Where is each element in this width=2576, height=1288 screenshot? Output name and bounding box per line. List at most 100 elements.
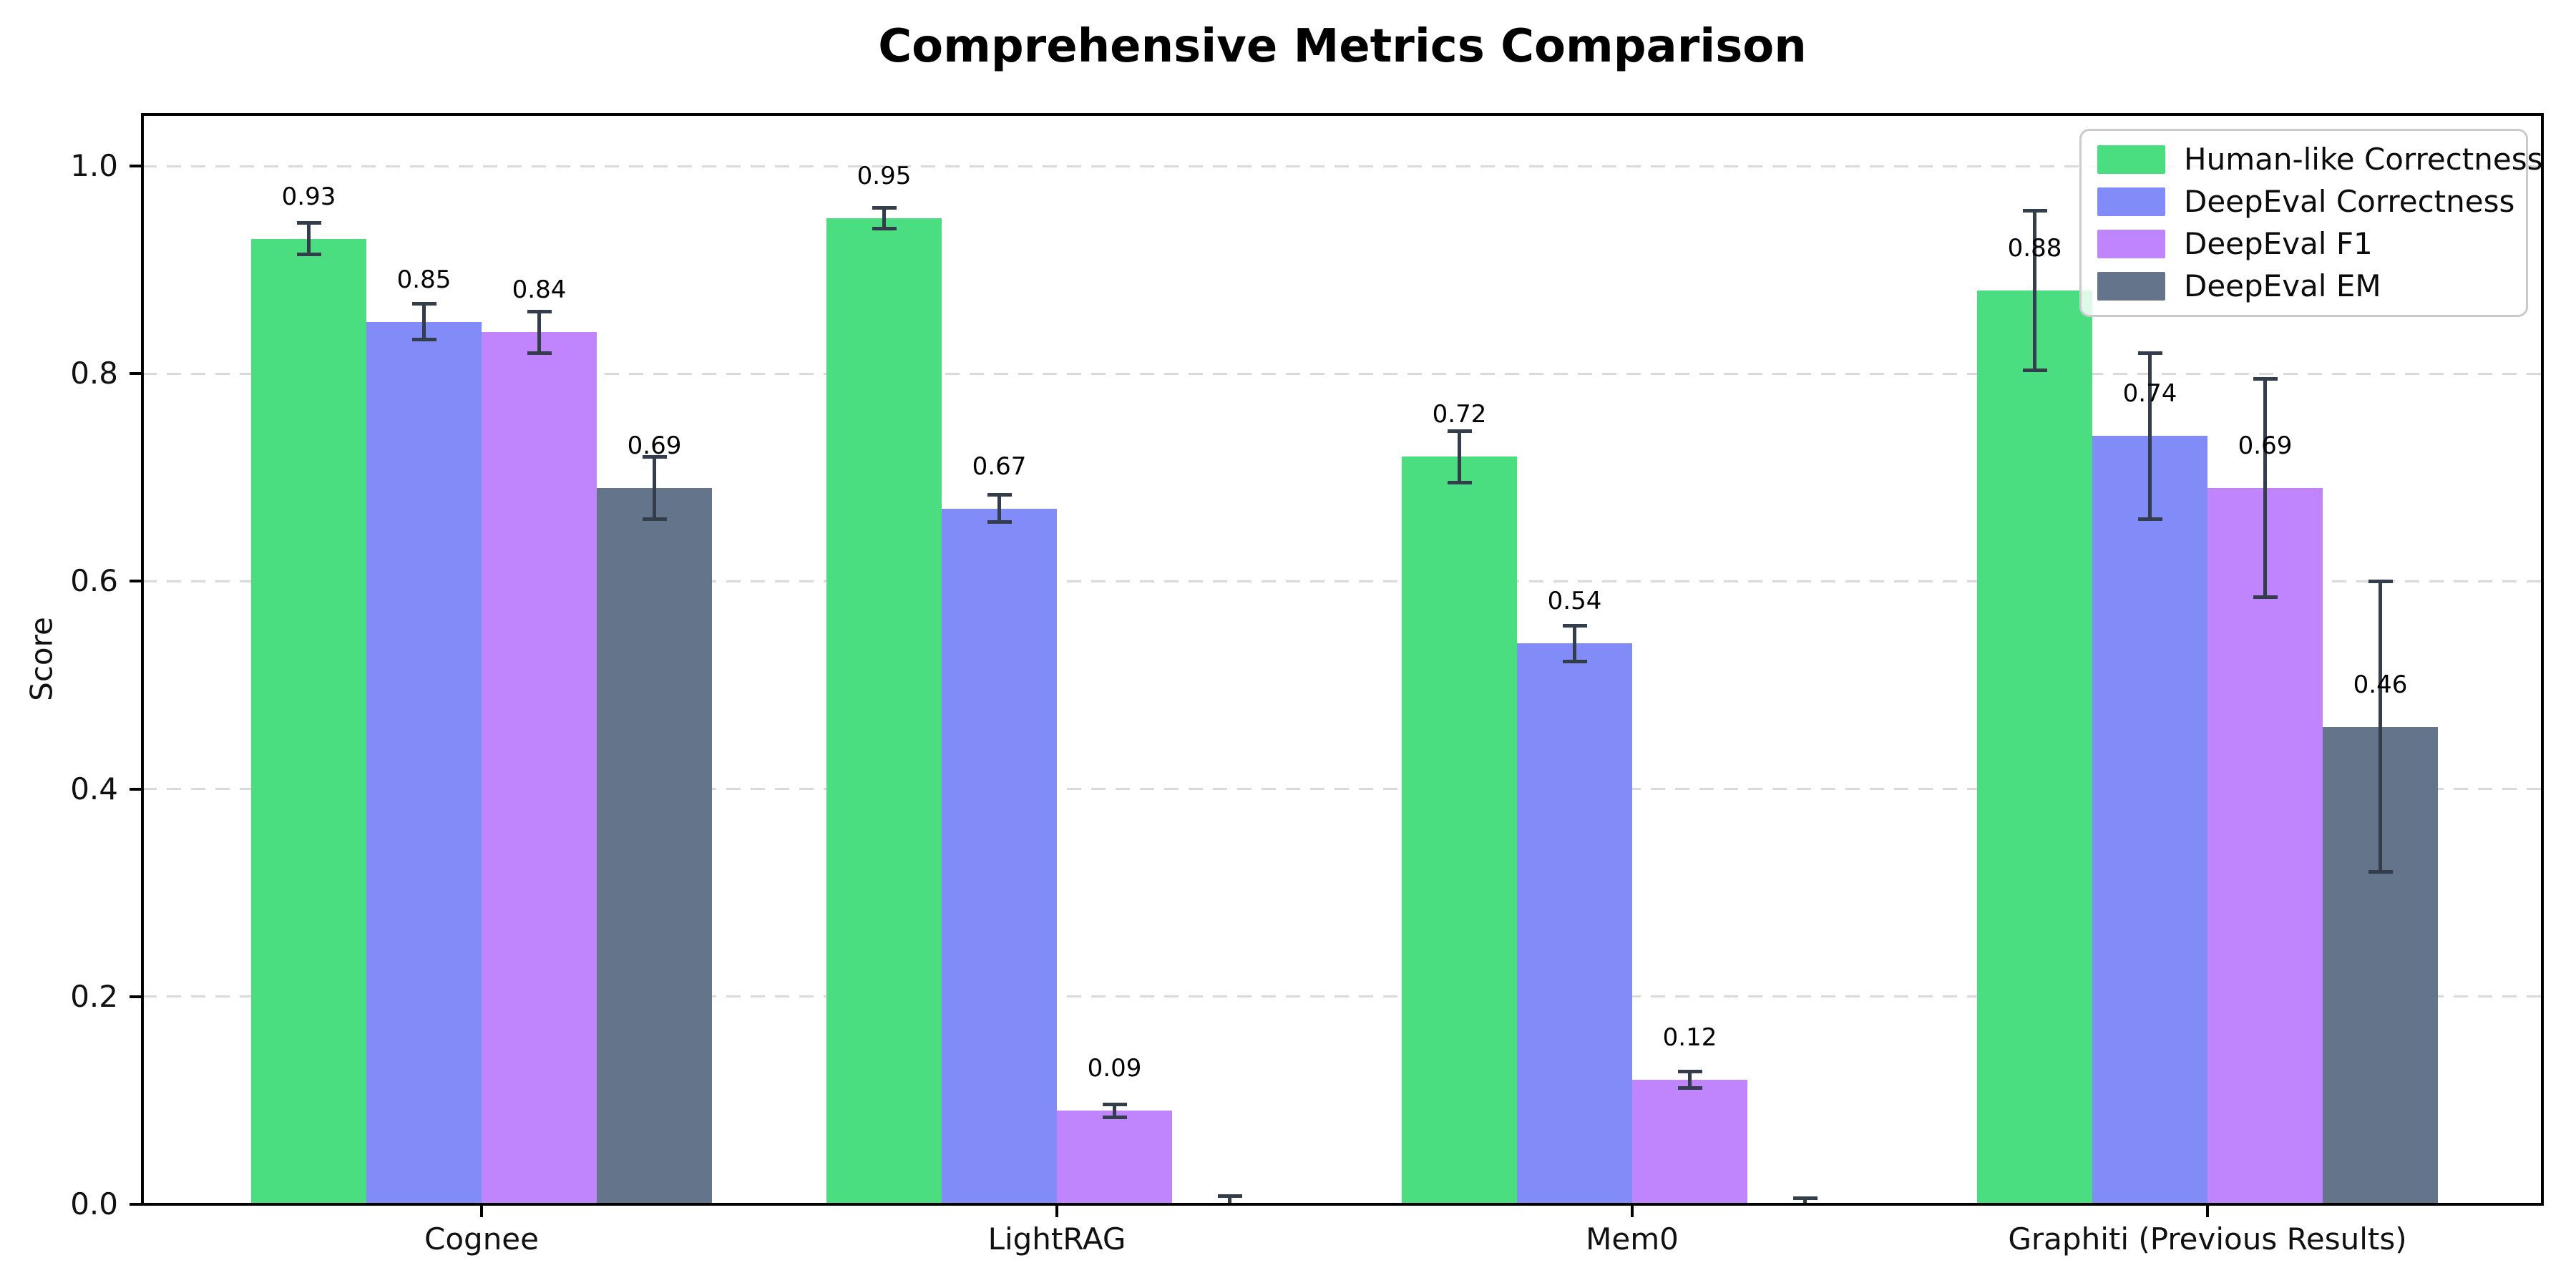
bar-deepeval-correctness-3 bbox=[2092, 436, 2207, 1204]
error-bar-cap-top bbox=[527, 309, 552, 313]
x-tick bbox=[2206, 1206, 2209, 1217]
legend-row: DeepEval F1 bbox=[2097, 227, 2526, 261]
axis-spine-top bbox=[141, 113, 2544, 116]
error-bar-line bbox=[2148, 353, 2152, 519]
axis-spine-right bbox=[2541, 113, 2544, 1206]
error-bar-cap-top bbox=[1792, 1196, 1818, 1200]
error-bar-cap-top bbox=[2368, 579, 2393, 583]
error-bar-line bbox=[422, 303, 426, 340]
error-bar-cap-bottom bbox=[2137, 517, 2162, 521]
error-bar-cap-bottom bbox=[1447, 481, 1472, 485]
bar-deepeval-f1-0 bbox=[482, 332, 597, 1204]
bar-deepeval-em-0 bbox=[597, 487, 712, 1204]
error-bar-cap-top bbox=[2022, 208, 2047, 213]
y-tick-label: 0.6 bbox=[70, 563, 118, 599]
bar-value-label: 0.93 bbox=[281, 182, 336, 211]
y-tick bbox=[130, 1203, 141, 1206]
error-bar-cap-top bbox=[987, 493, 1012, 497]
error-bar-cap-top bbox=[872, 205, 897, 210]
legend-label: DeepEval Correctness bbox=[2184, 183, 2515, 219]
x-tick-label-2: Mem0 bbox=[1586, 1221, 1679, 1257]
bar-value-label: 0.54 bbox=[1547, 587, 1602, 616]
error-bar-cap-bottom bbox=[872, 226, 897, 230]
legend: Human-like Correctness DeepEval Correctne… bbox=[2079, 129, 2543, 317]
error-bar-cap-bottom bbox=[987, 520, 1012, 525]
bar-value-label: 0.88 bbox=[2007, 234, 2062, 263]
axis-spine-left bbox=[141, 113, 144, 1206]
x-tick-label-0: Cognee bbox=[424, 1221, 539, 1257]
bar-deepeval-correctness-0 bbox=[366, 321, 482, 1204]
error-bar-line bbox=[1803, 1198, 1807, 1204]
bar-human-like-correctness-1 bbox=[826, 218, 942, 1204]
error-bar-cap-top bbox=[296, 221, 321, 225]
error-bar-line bbox=[882, 208, 886, 229]
bar-deepeval-correctness-1 bbox=[942, 508, 1057, 1204]
gridline-y-1 bbox=[142, 165, 2542, 167]
y-tick bbox=[130, 995, 141, 998]
error-bar-cap-bottom bbox=[2253, 595, 2278, 599]
y-axis-label: Score bbox=[24, 617, 59, 701]
error-bar-cap-bottom bbox=[1102, 1115, 1127, 1119]
error-bar-line bbox=[537, 311, 541, 353]
error-bar-cap-top bbox=[1562, 624, 1587, 628]
bar-value-label: 0.95 bbox=[857, 161, 912, 190]
x-tick-label-1: LightRAG bbox=[987, 1221, 1126, 1257]
error-bar-line bbox=[1228, 1196, 1231, 1204]
error-bar-line bbox=[1458, 431, 1461, 483]
error-bar-cap-bottom bbox=[2368, 870, 2393, 874]
bar-value-label: 0.84 bbox=[512, 275, 567, 305]
error-bar-cap-top bbox=[1677, 1069, 1702, 1073]
y-tick bbox=[130, 165, 141, 167]
bar-deepeval-correctness-2 bbox=[1517, 643, 1632, 1204]
bar-value-label: 0.67 bbox=[972, 452, 1027, 481]
x-tick bbox=[1055, 1206, 1058, 1217]
bar-deepeval-f1-3 bbox=[2207, 487, 2323, 1204]
legend-row: Human-like Correctness bbox=[2097, 142, 2543, 177]
legend-swatch-icon bbox=[2097, 272, 2165, 301]
bar-value-label: 0.46 bbox=[2353, 670, 2408, 699]
bar-deepeval-f1-2 bbox=[1632, 1079, 1747, 1204]
chart-title: Comprehensive Metrics Comparison bbox=[878, 20, 1807, 73]
bar-value-label: 0.69 bbox=[627, 431, 682, 460]
error-bar-cap-top bbox=[642, 454, 667, 459]
error-bar-line bbox=[1573, 625, 1576, 662]
y-tick bbox=[130, 372, 141, 376]
bar-deepeval-f1-1 bbox=[1057, 1111, 1172, 1204]
bar-value-label: 0.85 bbox=[396, 265, 452, 294]
error-bar-line bbox=[1113, 1104, 1116, 1118]
bar-value-label: 0.69 bbox=[2238, 431, 2293, 460]
y-tick bbox=[130, 580, 141, 583]
error-bar-cap-bottom bbox=[1677, 1085, 1702, 1090]
error-bar-cap-bottom bbox=[1562, 659, 1587, 663]
error-bar-cap-bottom bbox=[2022, 369, 2047, 373]
error-bar-cap-top bbox=[1447, 429, 1472, 433]
error-bar-line bbox=[653, 457, 656, 519]
error-bar-cap-top bbox=[1102, 1103, 1127, 1107]
y-tick-label: 0.2 bbox=[70, 978, 118, 1014]
error-bar-cap-top bbox=[2253, 376, 2278, 381]
bar-human-like-correctness-3 bbox=[1977, 291, 2092, 1204]
error-bar-cap-top bbox=[2137, 351, 2162, 355]
y-tick-label: 0.4 bbox=[70, 771, 118, 806]
legend-label: Human-like Correctness bbox=[2184, 141, 2543, 177]
legend-label: DeepEval EM bbox=[2184, 268, 2381, 304]
error-bar-line bbox=[1688, 1071, 1692, 1088]
error-bar-line bbox=[2033, 210, 2036, 371]
legend-swatch-icon bbox=[2097, 187, 2165, 216]
gridline-y-0.4 bbox=[142, 788, 2542, 791]
gridline-y-0.8 bbox=[142, 372, 2542, 375]
legend-swatch-icon bbox=[2097, 230, 2165, 259]
x-tick bbox=[1631, 1206, 1634, 1217]
y-tick-label: 0.8 bbox=[70, 356, 118, 391]
legend-row: DeepEval Correctness bbox=[2097, 183, 2526, 219]
error-bar-line bbox=[307, 223, 311, 255]
error-bar-cap-top bbox=[411, 302, 436, 306]
error-bar-cap-bottom bbox=[527, 351, 552, 355]
legend-label: DeepEval F1 bbox=[2184, 226, 2373, 262]
error-bar-cap-bottom bbox=[296, 252, 321, 256]
bar-value-label: 0.09 bbox=[1087, 1054, 1142, 1083]
bar-human-like-correctness-2 bbox=[1402, 457, 1517, 1204]
bar-value-label: 0.74 bbox=[2122, 379, 2177, 409]
y-tick-label: 1.0 bbox=[70, 148, 118, 183]
